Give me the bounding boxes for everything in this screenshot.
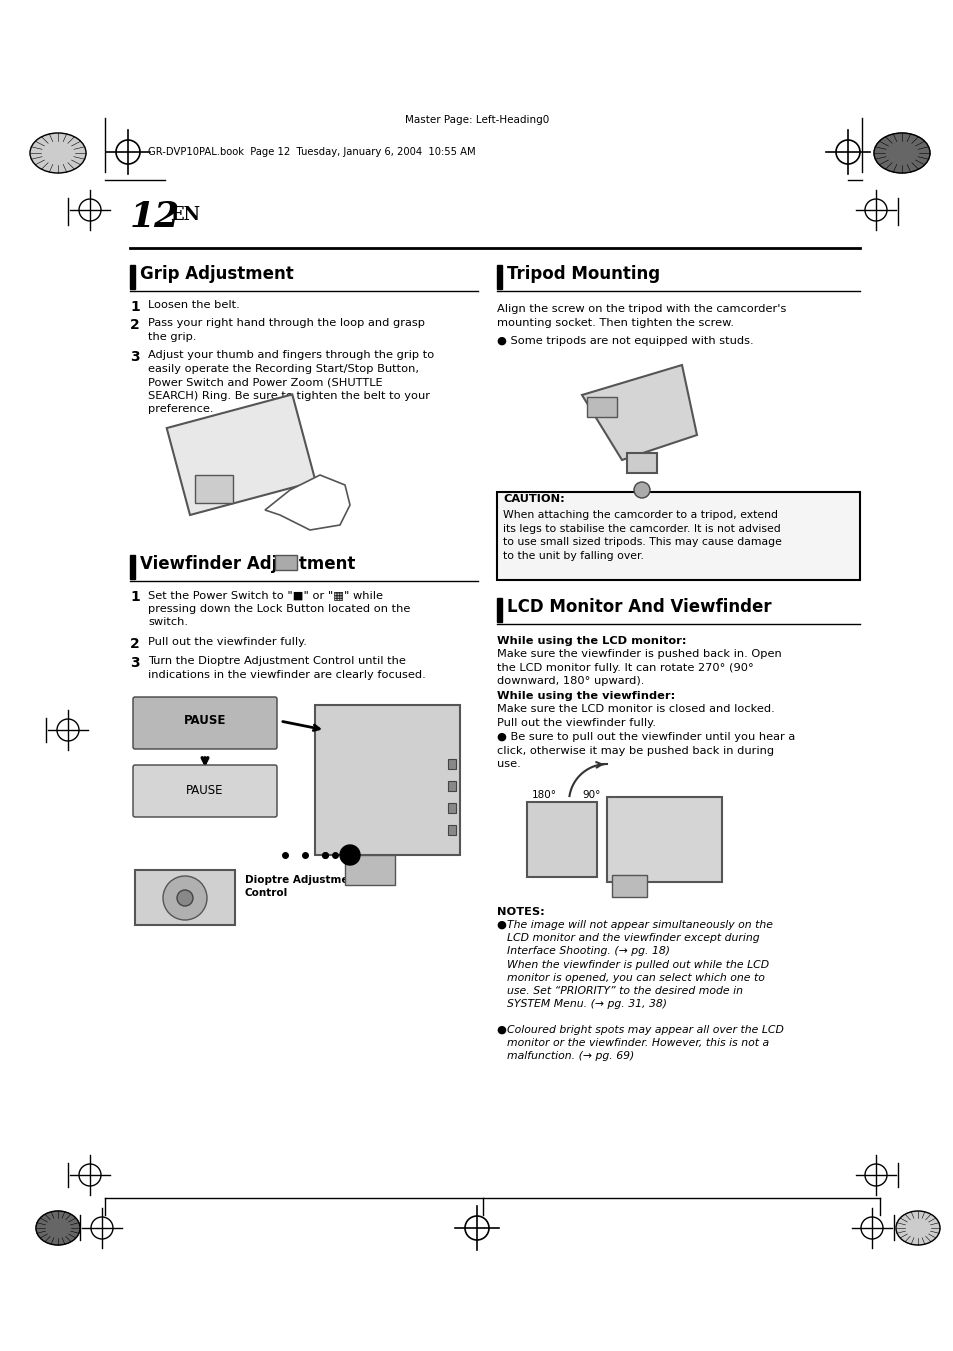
Text: LCD Monitor And Viewfinder: LCD Monitor And Viewfinder [506, 598, 771, 616]
Text: Grip Adjustment: Grip Adjustment [140, 265, 294, 282]
Text: 3: 3 [130, 350, 139, 363]
Circle shape [79, 199, 101, 222]
Text: 90°: 90° [581, 790, 599, 800]
Text: Tripod Mounting: Tripod Mounting [506, 265, 659, 282]
Ellipse shape [895, 1210, 939, 1246]
Circle shape [177, 890, 193, 907]
Text: ● Some tripods are not equipped with studs.: ● Some tripods are not equipped with stu… [497, 336, 753, 346]
Circle shape [864, 199, 886, 222]
FancyBboxPatch shape [132, 697, 276, 748]
Bar [194, 476, 233, 503]
Circle shape [116, 141, 140, 163]
Bar [606, 797, 721, 882]
Text: Adjust your thumb and fingers through the grip to
easily operate the Recording S: Adjust your thumb and fingers through th… [148, 350, 434, 415]
Text: 2: 2 [130, 317, 139, 332]
Polygon shape [581, 365, 697, 459]
Ellipse shape [36, 1210, 80, 1246]
Bar [526, 802, 597, 877]
Text: GR-DVP10PAL.book  Page 12  Tuesday, January 6, 2004  10:55 AM: GR-DVP10PAL.book Page 12 Tuesday, Januar… [148, 147, 476, 157]
Text: Viewfinder Adjustment: Viewfinder Adjustment [140, 555, 355, 573]
Text: Make sure the viewfinder is pushed back in. Open
the LCD monitor fully. It can r: Make sure the viewfinder is pushed back … [497, 648, 781, 686]
Bar [448, 759, 456, 769]
Bar [586, 397, 617, 417]
Text: ● Be sure to pull out the viewfinder until you hear a
click, otherwise it may be: ● Be sure to pull out the viewfinder unt… [497, 732, 795, 769]
Circle shape [861, 1217, 882, 1239]
Text: PAUSE: PAUSE [186, 785, 224, 797]
Bar [130, 265, 135, 289]
Text: Pull out the viewfinder fully.: Pull out the viewfinder fully. [148, 638, 307, 647]
Bar [448, 825, 456, 835]
Text: 1: 1 [130, 300, 139, 313]
Text: Dioptre Adjustment
Control: Dioptre Adjustment Control [245, 875, 360, 898]
Text: 2: 2 [130, 638, 139, 651]
Text: PAUSE: PAUSE [184, 715, 226, 727]
Circle shape [835, 141, 859, 163]
Text: Pass your right hand through the loop and grasp
the grip.: Pass your right hand through the loop an… [148, 317, 424, 342]
Text: Turn the Dioptre Adjustment Control until the
indications in the viewfinder are : Turn the Dioptre Adjustment Control unti… [148, 657, 425, 680]
Bar [448, 781, 456, 790]
Circle shape [864, 1165, 886, 1186]
Text: CAUTION:: CAUTION: [502, 494, 564, 504]
Text: When attaching the camcorder to a tripod, extend
its legs to stabilise the camco: When attaching the camcorder to a tripod… [502, 509, 781, 561]
Circle shape [634, 482, 649, 499]
FancyBboxPatch shape [132, 765, 276, 817]
Bar [612, 875, 646, 897]
Ellipse shape [30, 132, 86, 173]
Text: 3: 3 [130, 657, 139, 670]
Text: While using the viewfinder:: While using the viewfinder: [497, 690, 675, 701]
Bar [345, 855, 395, 885]
Text: Coloured bright spots may appear all over the LCD
monitor or the viewfinder. How: Coloured bright spots may appear all ove… [506, 1025, 783, 1062]
Polygon shape [265, 476, 350, 530]
Bar [135, 870, 234, 925]
Text: 180°: 180° [532, 790, 557, 800]
Text: 1: 1 [130, 590, 139, 604]
Text: 12: 12 [130, 200, 180, 234]
Text: While using the LCD monitor:: While using the LCD monitor: [497, 636, 686, 646]
Text: Set the Power Switch to "■" or "▦" while
pressing down the Lock Button located o: Set the Power Switch to "■" or "▦" while… [148, 590, 410, 627]
Text: Make sure the LCD monitor is closed and locked.
Pull out the viewfinder fully.: Make sure the LCD monitor is closed and … [497, 704, 774, 728]
Text: The image will not appear simultaneously on the
LCD monitor and the viewfinder e: The image will not appear simultaneously… [506, 920, 772, 1009]
Text: Loosen the belt.: Loosen the belt. [148, 300, 239, 309]
Ellipse shape [873, 132, 929, 173]
Circle shape [163, 875, 207, 920]
Bar [167, 394, 315, 515]
Text: ●: ● [497, 1025, 510, 1035]
Circle shape [91, 1217, 112, 1239]
Bar [497, 492, 859, 580]
Bar [497, 265, 501, 289]
Text: Align the screw on the tripod with the camcorder's
mounting socket. Then tighten: Align the screw on the tripod with the c… [497, 304, 785, 327]
Bar [626, 453, 657, 473]
Bar [448, 802, 456, 813]
Bar [314, 705, 459, 855]
Circle shape [57, 719, 79, 740]
Bar [130, 555, 135, 580]
Bar [274, 555, 296, 570]
Circle shape [464, 1216, 489, 1240]
Text: Master Page: Left-Heading0: Master Page: Left-Heading0 [404, 115, 549, 126]
Text: EN: EN [170, 205, 200, 224]
Text: ●: ● [497, 920, 510, 929]
Text: NOTES:: NOTES: [497, 907, 544, 917]
Circle shape [339, 844, 359, 865]
Circle shape [79, 1165, 101, 1186]
Bar [497, 598, 501, 621]
